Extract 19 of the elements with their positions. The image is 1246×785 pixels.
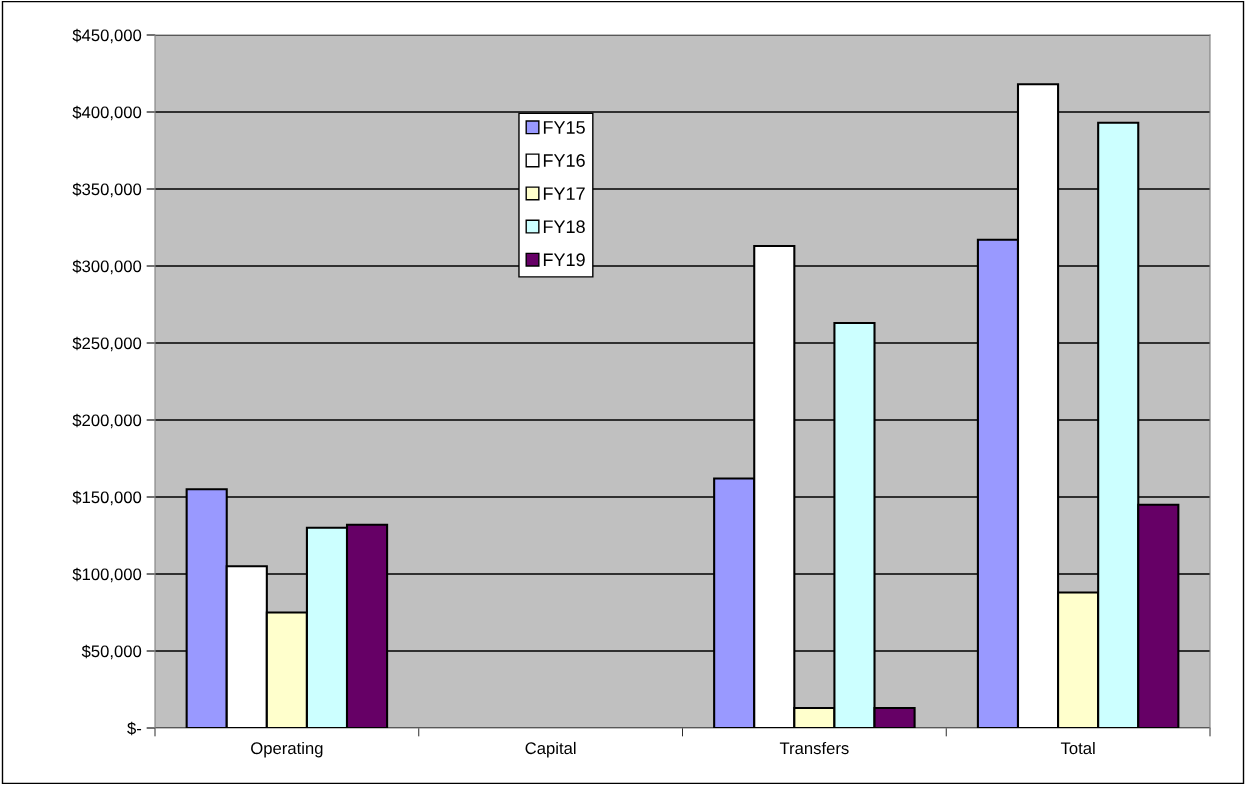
y-tick-label: $200,000 xyxy=(72,413,142,429)
y-tick-label: $150,000 xyxy=(72,490,142,506)
y-tick-label: $250,000 xyxy=(72,336,142,352)
y-tick-label: $300,000 xyxy=(72,259,142,275)
legend-label: FY17 xyxy=(543,187,585,200)
legend-label: FY18 xyxy=(543,220,585,234)
y-tick-label: $100,000 xyxy=(72,567,142,583)
legend-label: FY16 xyxy=(543,154,585,167)
y-tick-label: $350,000 xyxy=(72,182,142,198)
x-tick-label: Operating xyxy=(251,741,323,758)
legend-label: FY19 xyxy=(543,253,585,267)
y-tick-label: $50,000 xyxy=(81,644,142,660)
y-tick-label: $- xyxy=(127,721,142,736)
x-tick-label: Capital xyxy=(525,741,576,758)
legend-label: FY15 xyxy=(543,121,585,134)
y-tick-label: $450,000 xyxy=(72,28,142,44)
x-tick-label: Transfers xyxy=(779,741,849,755)
y-tick-label: $400,000 xyxy=(72,105,142,121)
x-tick-label: Total xyxy=(1060,741,1095,755)
